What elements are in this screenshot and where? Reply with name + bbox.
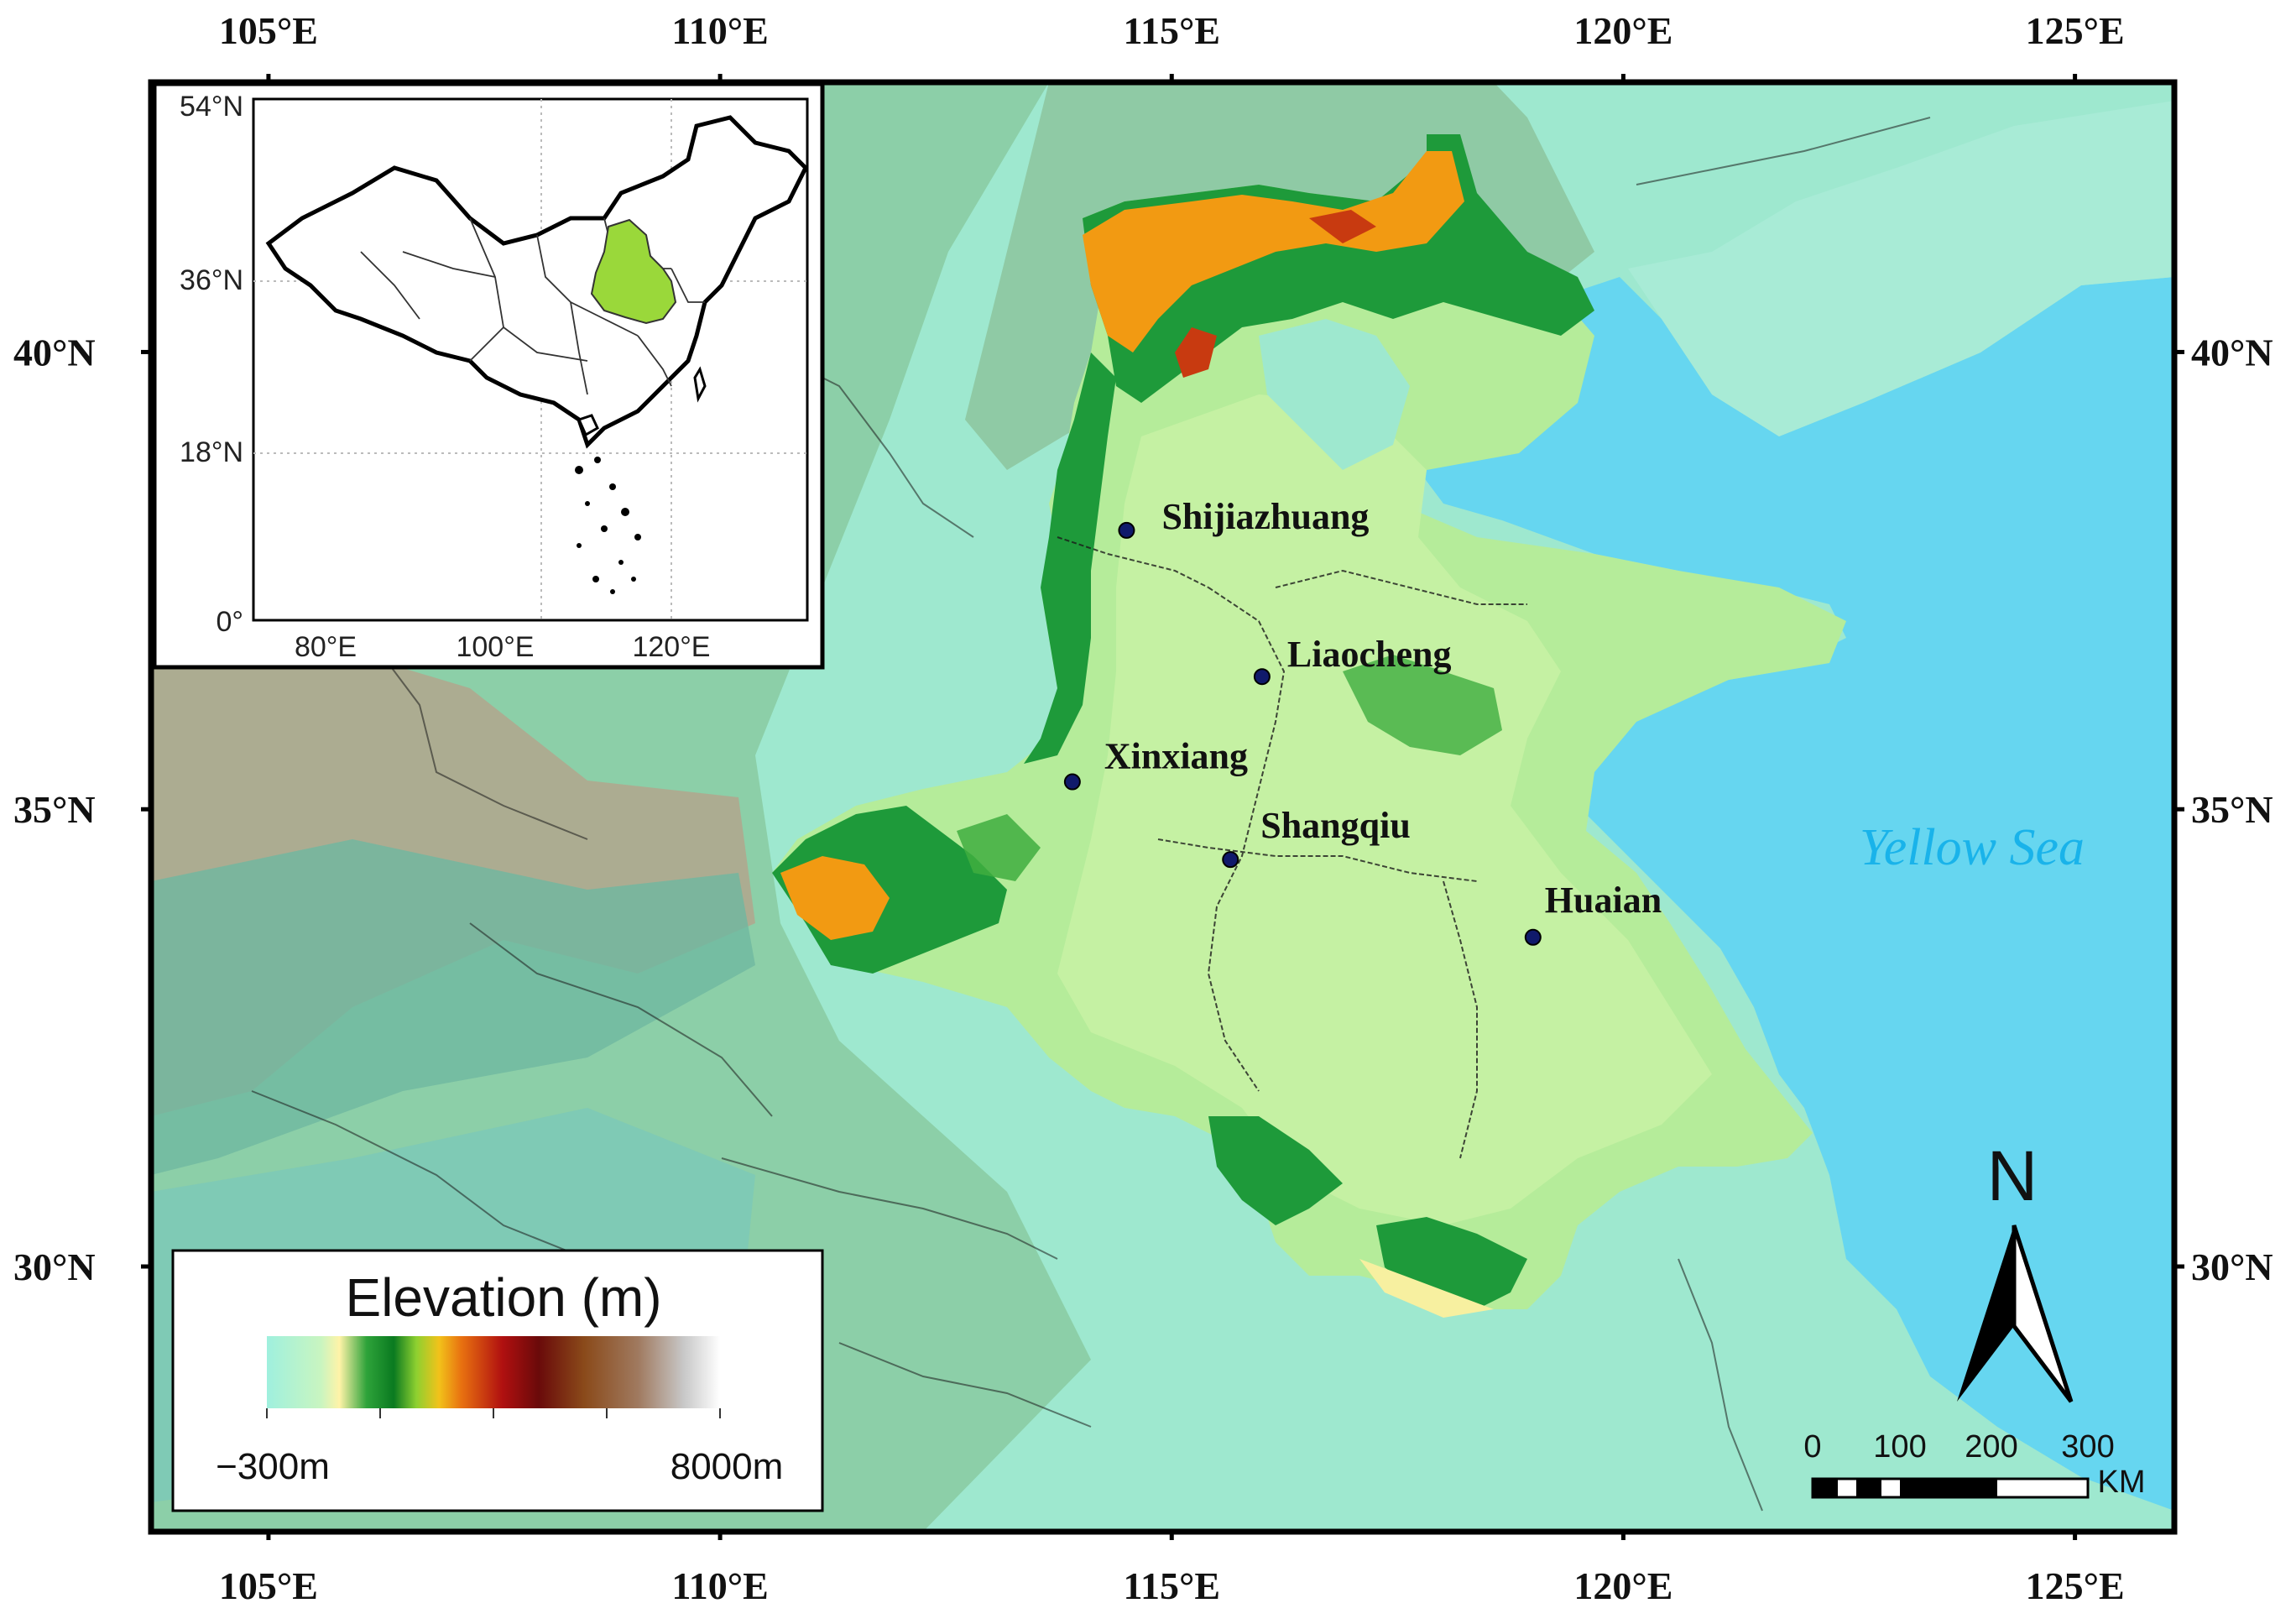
taihang-mountains	[1024, 352, 1116, 764]
yanshan-red-peaks	[1175, 210, 1376, 378]
lon-label-bottom: 115°E	[1123, 1564, 1220, 1607]
plain-interior	[1057, 394, 1712, 1225]
sea-label: Yellow Sea	[1860, 819, 2085, 876]
dabie-mountains	[1208, 1116, 1343, 1225]
liaodong-peninsula	[1628, 101, 2174, 436]
inset-lat-label: 0°	[216, 606, 243, 638]
city-marker-shijiazhuang	[1118, 521, 1135, 539]
lon-label-bottom: 120°E	[1573, 1564, 1672, 1607]
city-label-shangqiu: Shangqiu	[1260, 805, 1411, 846]
qinling-relief	[151, 839, 755, 1175]
legend-max-label: 8000m	[671, 1446, 784, 1487]
scale-bar-label: 300	[2061, 1429, 2114, 1465]
city-label-liaocheng: Liaocheng	[1287, 634, 1452, 675]
lon-label-bottom: 110°E	[671, 1564, 769, 1607]
lat-label-left: 30°N	[13, 1245, 96, 1288]
inset-lon-label: 120°E	[632, 631, 710, 663]
inset-lat-label: 18°N	[180, 436, 243, 468]
inset-lat-label: 36°N	[180, 264, 243, 296]
inset-hainan	[577, 414, 599, 437]
city-label-shijiazhuang: Shijiazhuang	[1161, 496, 1369, 537]
scale-seg-3	[1900, 1479, 1997, 1497]
province-borders	[1057, 536, 1527, 1159]
city-markers: Shijiazhuang Liaocheng Xinxiang Shangqiu Hua…	[1063, 496, 1662, 946]
elevation-legend: Elevation (m) −300m 8000m	[171, 1249, 824, 1512]
lon-label-bottom: 125°E	[2026, 1564, 2125, 1607]
lat-label-right: 30°N	[2191, 1245, 2273, 1288]
yanshan-high-peaks	[1083, 151, 1464, 352]
scale-bar-unit: KM	[2098, 1465, 2146, 1500]
city-marker-liaocheng	[1253, 668, 1271, 686]
lon-label-top: 105°E	[219, 9, 318, 52]
study-yellow-fringe	[1359, 1259, 1494, 1318]
inset-lon-labels: 80°E 100°E 120°E	[295, 631, 711, 663]
city-marker-shangqiu	[1222, 851, 1239, 869]
henan-hills	[957, 814, 1041, 881]
lon-label-top: 110°E	[671, 9, 769, 52]
lon-label-top: 115°E	[1123, 9, 1220, 52]
yellow-sea-bohai	[1418, 277, 2174, 1511]
legend-colorbar-ticks	[266, 1408, 721, 1418]
graticule-ticks: 105°E 105°E 110°E 110°E 115°E 115°E 120°E 120°E…	[13, 9, 2273, 1607]
inset-lon-label: 100°E	[456, 631, 534, 663]
inset-map: 54°N 36°N 18°N 0° 80°E 100°E 120°E	[152, 81, 825, 670]
lat-label-right: 35°N	[2191, 788, 2273, 831]
north-arrow-right-half	[2012, 1225, 2074, 1403]
shandong-hills	[1343, 655, 1502, 755]
lon-label-top: 125°E	[2026, 9, 2125, 52]
scale-seg-2	[1856, 1479, 1881, 1497]
north-arrow: N	[1957, 1136, 2074, 1403]
tianjin-lowland	[1259, 319, 1410, 470]
inset-south-china-sea-islands	[575, 457, 641, 594]
map-frame	[148, 79, 2178, 1535]
lat-label-right: 40°N	[2191, 331, 2273, 373]
inset-taiwan	[693, 366, 707, 403]
inset-china-outline	[265, 115, 809, 449]
north-arrow-left-half	[1957, 1225, 2014, 1402]
scale-bar-label: 100	[1873, 1429, 1926, 1465]
lat-label-left: 35°N	[13, 788, 96, 831]
city-marker-xinxiang	[1063, 773, 1081, 791]
city-label-xinxiang: Xinxiang	[1104, 736, 1248, 777]
legend-colorbar	[267, 1336, 720, 1408]
scale-bar-label: 0	[1803, 1429, 1821, 1465]
scale-seg-1	[1813, 1479, 1838, 1497]
legend-title: Elevation (m)	[346, 1267, 662, 1328]
inset-lon-label: 80°E	[295, 631, 357, 663]
inset-lat-labels: 54°N 36°N 18°N 0°	[180, 91, 243, 638]
terrain-layer	[151, 82, 2174, 1532]
legend-min-label: −300m	[216, 1446, 330, 1487]
city-label-huaian: Huaian	[1545, 880, 1662, 921]
inset-study-area	[590, 218, 677, 325]
scale-bar-label: 200	[1965, 1429, 2017, 1465]
city-marker-huaian	[1524, 928, 1542, 946]
funiu-peaks	[780, 856, 890, 940]
lat-label-left: 40°N	[13, 331, 96, 373]
scale-bar: 0 100 200 300 KM	[1803, 1429, 2145, 1500]
lon-label-bottom: 105°E	[219, 1564, 318, 1607]
inset-lat-label: 54°N	[180, 91, 243, 123]
scale-bar-labels: 0 100 200 300	[1803, 1429, 2114, 1465]
north-arrow-label: N	[1987, 1136, 2038, 1215]
lon-label-top: 120°E	[1573, 9, 1672, 52]
